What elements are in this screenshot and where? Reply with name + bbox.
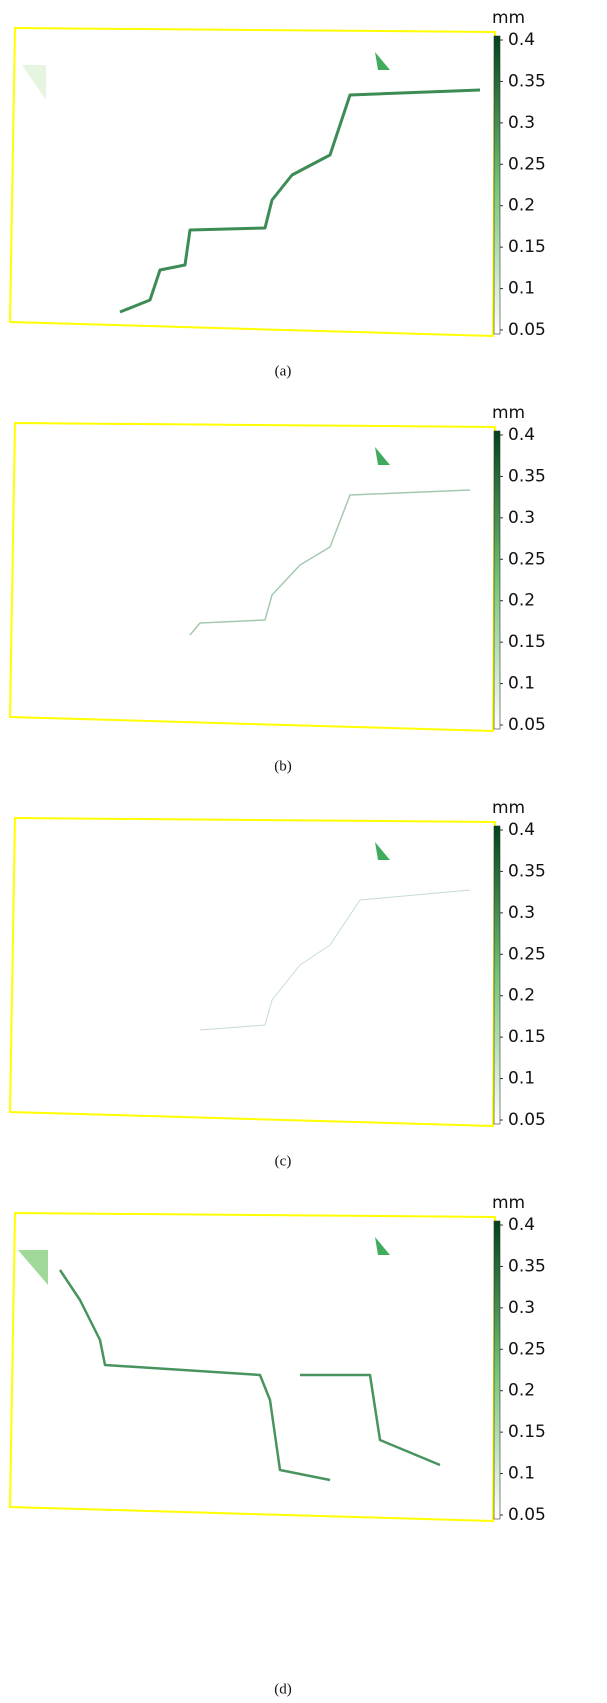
colorbar-tick-label: 0.2 [508,1381,535,1401]
triangle-feature [375,447,390,465]
crack-trace [300,1373,441,1467]
crack-trace [58,1269,331,1482]
colorbar-tick-label: 0.1 [508,279,535,299]
colorbar-tick-label: 0.4 [508,30,535,50]
colorbar-tick-label: 0.25 [508,944,546,964]
triangle-feature [375,52,390,70]
domain-outline [8,26,497,338]
caption: (d) [274,1681,292,1697]
colorbar-tick-label: 0.05 [508,320,546,340]
colorbar-tick-label: 0.35 [508,466,546,486]
colorbar-tick-label: 0.15 [508,632,546,652]
triangle-feature [375,842,390,860]
panel: mm 0.05 0.1 0.15 0.2 0.25 0.3 0.35 0.4 (c) [8,798,546,1169]
colorbar-tick-label: 0.05 [508,715,546,735]
colorbar-tick-label: 0.4 [508,820,535,840]
colorbar-tick-label: 0.1 [508,1464,535,1484]
colorbar-label: mm [492,1193,525,1213]
colorbar-tick-label: 0.3 [508,508,535,528]
colorbar-tick-label: 0.25 [508,154,546,174]
colorbar-tick-label: 0.35 [508,1256,546,1276]
crack-trace [119,88,481,314]
crack-trace [189,489,471,636]
caption: (b) [274,758,292,774]
colorbar-tick-label: 0.25 [508,1339,546,1359]
caption: (c) [275,1153,292,1169]
colorbar-tick-label: 0.3 [508,1298,535,1318]
domain-outline [8,816,497,1128]
colorbar-tick-label: 0.05 [508,1110,546,1130]
colorbar [493,430,501,730]
colorbar-tick-label: 0.15 [508,1027,546,1047]
domain-outline [8,421,497,733]
colorbar-tick-label: 0.2 [508,986,535,1006]
colorbar-tick-label: 0.3 [508,113,535,133]
colorbar-tick-label: 0.2 [508,196,535,216]
colorbar-tick-label: 0.3 [508,903,535,923]
panel: mm 0.05 0.1 0.15 0.2 0.25 0.3 0.35 0.4 (d) [8,1193,546,1697]
triangle-feature [18,1250,48,1285]
colorbar-tick-label: 0.4 [508,1215,535,1235]
colorbar-tick-label: 0.35 [508,861,546,881]
panel: mm 0.05 0.1 0.15 0.2 0.25 0.3 0.35 0.4 (b) [8,403,546,774]
domain-outline [8,1211,497,1523]
colorbar-tick-label: 0.15 [508,237,546,257]
triangle-feature [22,65,46,100]
colorbar-tick-label: 0.4 [508,425,535,445]
colorbar-label: mm [492,8,525,28]
colorbar-tick-label: 0.15 [508,1422,546,1442]
colorbar-tick-label: 0.2 [508,591,535,611]
caption: (a) [275,363,292,379]
crack-trace [199,889,471,1031]
colorbar [493,1220,501,1520]
colorbar-tick-label: 0.1 [508,1069,535,1089]
colorbar [493,35,501,335]
colorbar-label: mm [492,403,525,423]
colorbar-tick-label: 0.25 [508,549,546,569]
colorbar-tick-label: 0.05 [508,1505,546,1525]
triangle-feature [375,1237,390,1255]
colorbar-tick-label: 0.1 [508,674,535,694]
colorbar-label: mm [492,798,525,818]
panel: mm 0.05 0.1 0.15 0.2 0.25 0.3 0.35 0.4 (a) [8,8,546,379]
colorbar [493,825,501,1125]
colorbar-tick-label: 0.35 [508,71,546,91]
